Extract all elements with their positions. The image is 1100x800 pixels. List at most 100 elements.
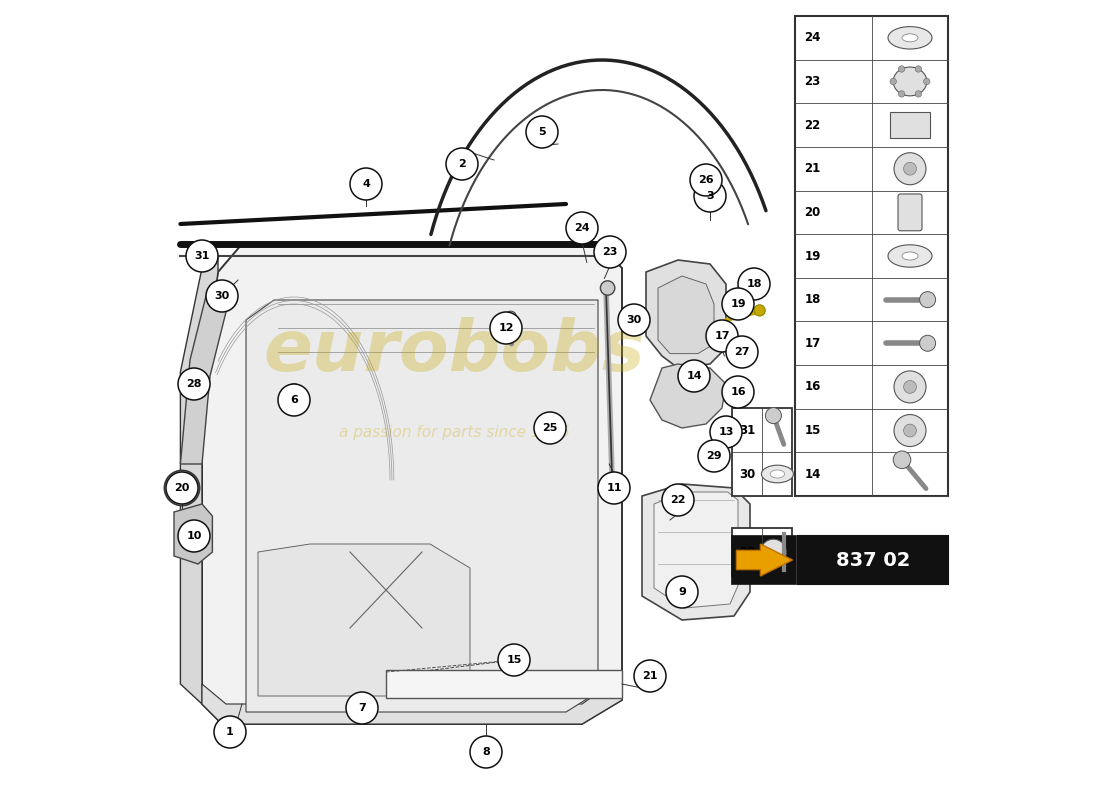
Text: 28: 28 bbox=[186, 379, 201, 389]
Text: 3: 3 bbox=[706, 191, 714, 201]
Circle shape bbox=[903, 162, 916, 175]
Text: 31: 31 bbox=[195, 251, 210, 261]
Text: 4: 4 bbox=[362, 179, 370, 189]
Circle shape bbox=[604, 482, 619, 497]
Circle shape bbox=[166, 472, 198, 504]
Text: 18: 18 bbox=[804, 293, 821, 306]
Circle shape bbox=[722, 376, 754, 408]
Circle shape bbox=[924, 78, 930, 85]
Text: 5: 5 bbox=[538, 127, 546, 137]
Text: 16: 16 bbox=[804, 381, 821, 394]
Text: 23: 23 bbox=[603, 247, 618, 257]
FancyBboxPatch shape bbox=[733, 536, 796, 584]
FancyBboxPatch shape bbox=[890, 112, 930, 138]
Text: 15: 15 bbox=[804, 424, 821, 437]
Ellipse shape bbox=[902, 252, 918, 260]
Polygon shape bbox=[202, 676, 622, 724]
Polygon shape bbox=[258, 544, 470, 696]
FancyBboxPatch shape bbox=[733, 408, 792, 496]
Circle shape bbox=[903, 381, 916, 394]
Text: 13: 13 bbox=[718, 427, 734, 437]
Text: 27: 27 bbox=[735, 347, 750, 357]
Text: 22: 22 bbox=[804, 118, 821, 131]
Text: 6: 6 bbox=[290, 395, 298, 405]
Polygon shape bbox=[646, 260, 726, 368]
Text: 14: 14 bbox=[804, 468, 821, 481]
Circle shape bbox=[754, 305, 766, 316]
Circle shape bbox=[601, 281, 615, 295]
Polygon shape bbox=[654, 492, 738, 608]
Circle shape bbox=[894, 414, 926, 446]
Circle shape bbox=[526, 116, 558, 148]
Circle shape bbox=[174, 480, 190, 496]
Ellipse shape bbox=[888, 245, 932, 267]
Circle shape bbox=[899, 90, 905, 97]
Circle shape bbox=[505, 311, 516, 322]
Circle shape bbox=[690, 164, 722, 196]
Circle shape bbox=[694, 180, 726, 212]
Circle shape bbox=[760, 539, 786, 565]
Text: 25: 25 bbox=[542, 423, 558, 433]
Text: 17: 17 bbox=[804, 337, 821, 350]
Text: 9: 9 bbox=[678, 587, 686, 597]
Text: 24: 24 bbox=[574, 223, 590, 233]
Text: 2: 2 bbox=[458, 159, 466, 169]
FancyBboxPatch shape bbox=[733, 528, 792, 576]
Circle shape bbox=[722, 288, 754, 320]
Ellipse shape bbox=[770, 470, 784, 478]
Circle shape bbox=[446, 148, 478, 180]
Text: 16: 16 bbox=[730, 387, 746, 397]
Circle shape bbox=[598, 472, 630, 504]
Circle shape bbox=[178, 520, 210, 552]
Ellipse shape bbox=[893, 67, 927, 96]
Text: 10: 10 bbox=[186, 531, 201, 541]
Polygon shape bbox=[642, 484, 750, 620]
Text: 1: 1 bbox=[227, 727, 234, 737]
Circle shape bbox=[893, 451, 911, 469]
Circle shape bbox=[350, 168, 382, 200]
Circle shape bbox=[566, 212, 598, 244]
Circle shape bbox=[738, 268, 770, 300]
Text: 30: 30 bbox=[214, 291, 230, 301]
Circle shape bbox=[594, 236, 626, 268]
Text: 14: 14 bbox=[686, 371, 702, 381]
Ellipse shape bbox=[902, 34, 918, 42]
Text: 22: 22 bbox=[670, 495, 685, 505]
Text: 11: 11 bbox=[606, 483, 621, 493]
Circle shape bbox=[534, 412, 566, 444]
Text: 21: 21 bbox=[804, 162, 821, 175]
FancyBboxPatch shape bbox=[898, 194, 922, 230]
Text: 19: 19 bbox=[804, 250, 821, 262]
Circle shape bbox=[346, 692, 378, 724]
Text: 30: 30 bbox=[739, 467, 755, 481]
Polygon shape bbox=[650, 364, 726, 428]
Circle shape bbox=[662, 484, 694, 516]
Text: 837 02: 837 02 bbox=[836, 550, 911, 570]
Text: 23: 23 bbox=[804, 75, 821, 88]
Text: eurobobs: eurobobs bbox=[263, 318, 645, 386]
Text: 20: 20 bbox=[804, 206, 821, 219]
Ellipse shape bbox=[761, 465, 793, 482]
Text: 17: 17 bbox=[714, 331, 729, 341]
Circle shape bbox=[920, 292, 936, 308]
Circle shape bbox=[206, 280, 238, 312]
Circle shape bbox=[164, 470, 199, 506]
Text: 31: 31 bbox=[739, 423, 755, 437]
Circle shape bbox=[706, 320, 738, 352]
Circle shape bbox=[678, 360, 710, 392]
Circle shape bbox=[766, 407, 781, 424]
Polygon shape bbox=[246, 300, 598, 712]
Circle shape bbox=[915, 90, 922, 97]
Text: 19: 19 bbox=[730, 299, 746, 309]
Polygon shape bbox=[174, 504, 212, 564]
Circle shape bbox=[899, 66, 905, 72]
Circle shape bbox=[920, 335, 936, 351]
Ellipse shape bbox=[888, 26, 932, 49]
Text: 29: 29 bbox=[739, 546, 756, 558]
Circle shape bbox=[186, 240, 218, 272]
Circle shape bbox=[666, 576, 698, 608]
Circle shape bbox=[903, 424, 916, 437]
Polygon shape bbox=[386, 670, 622, 698]
Text: 30: 30 bbox=[626, 315, 641, 325]
Polygon shape bbox=[658, 276, 714, 354]
